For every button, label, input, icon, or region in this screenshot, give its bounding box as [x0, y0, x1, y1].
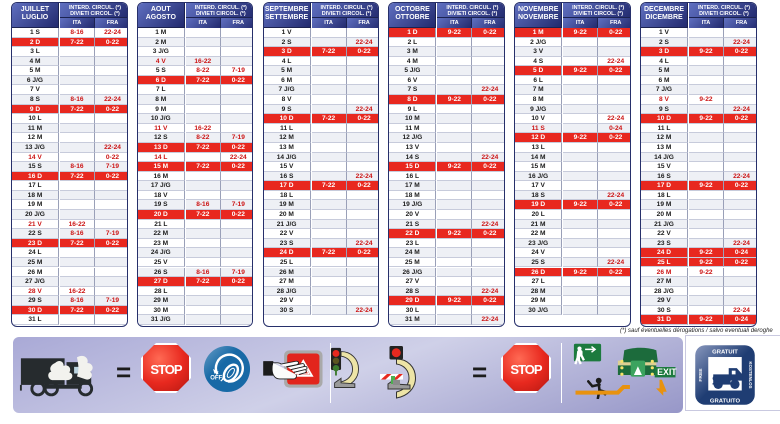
svg-text:FREE: FREE [698, 368, 704, 382]
svg-text:EXIT: EXIT [657, 367, 677, 377]
svg-text:OFF: OFF [210, 376, 222, 382]
svg-text:KOSTENLOS: KOSTENLOS [748, 362, 753, 389]
svg-text:GRATUITO: GRATUITO [710, 398, 741, 404]
svg-text:GRATUIT: GRATUIT [712, 349, 738, 355]
